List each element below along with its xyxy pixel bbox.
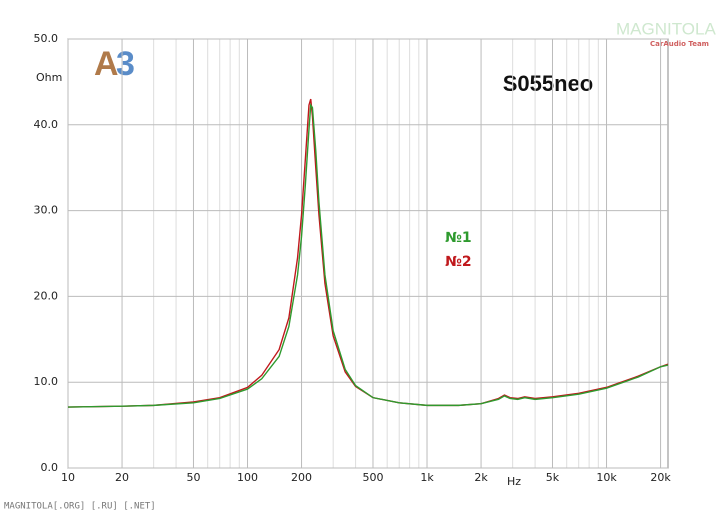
x-tick-label: 100 [237,471,258,484]
y-tick-label: 40.0 [34,118,59,131]
x-tick-label: 10k [596,471,617,484]
series-line [67,102,669,408]
x-tick-label: 2k [474,471,488,484]
plot-area [67,38,669,469]
chart-title: S055neo [503,71,594,96]
x-label: Hz [507,475,521,488]
y-unit: Ohm [36,71,62,84]
x-tick-label: 50 [186,471,200,484]
y-tick-label: 20.0 [34,289,59,302]
x-tick-label: 200 [291,471,312,484]
x-tick-label: 500 [362,471,383,484]
y-tick-label: 0.0 [41,461,59,474]
footer: MAGNITOLA[.ORG] [.RU] [.NET] [4,502,156,512]
y-tick-label: 10.0 [34,375,59,388]
x-tick-label: 20 [115,471,129,484]
y-tick-label: 30.0 [34,204,59,217]
x-tick-label: 5k [546,471,560,484]
x-tick-label: 20k [650,471,671,484]
watermark: MAGNITOLA [616,19,716,38]
y-tick-label: 50.0 [34,32,59,45]
logo-a: A [94,45,119,83]
x-tick-label: 10 [61,471,75,484]
series-line [67,98,669,408]
legend-label: №1 [445,230,472,246]
logo-3: 3 [116,45,135,83]
watermark-sub: CarAudio Team [650,40,709,48]
x-tick-label: 1k [420,471,434,484]
legend-label: №2 [445,254,472,270]
